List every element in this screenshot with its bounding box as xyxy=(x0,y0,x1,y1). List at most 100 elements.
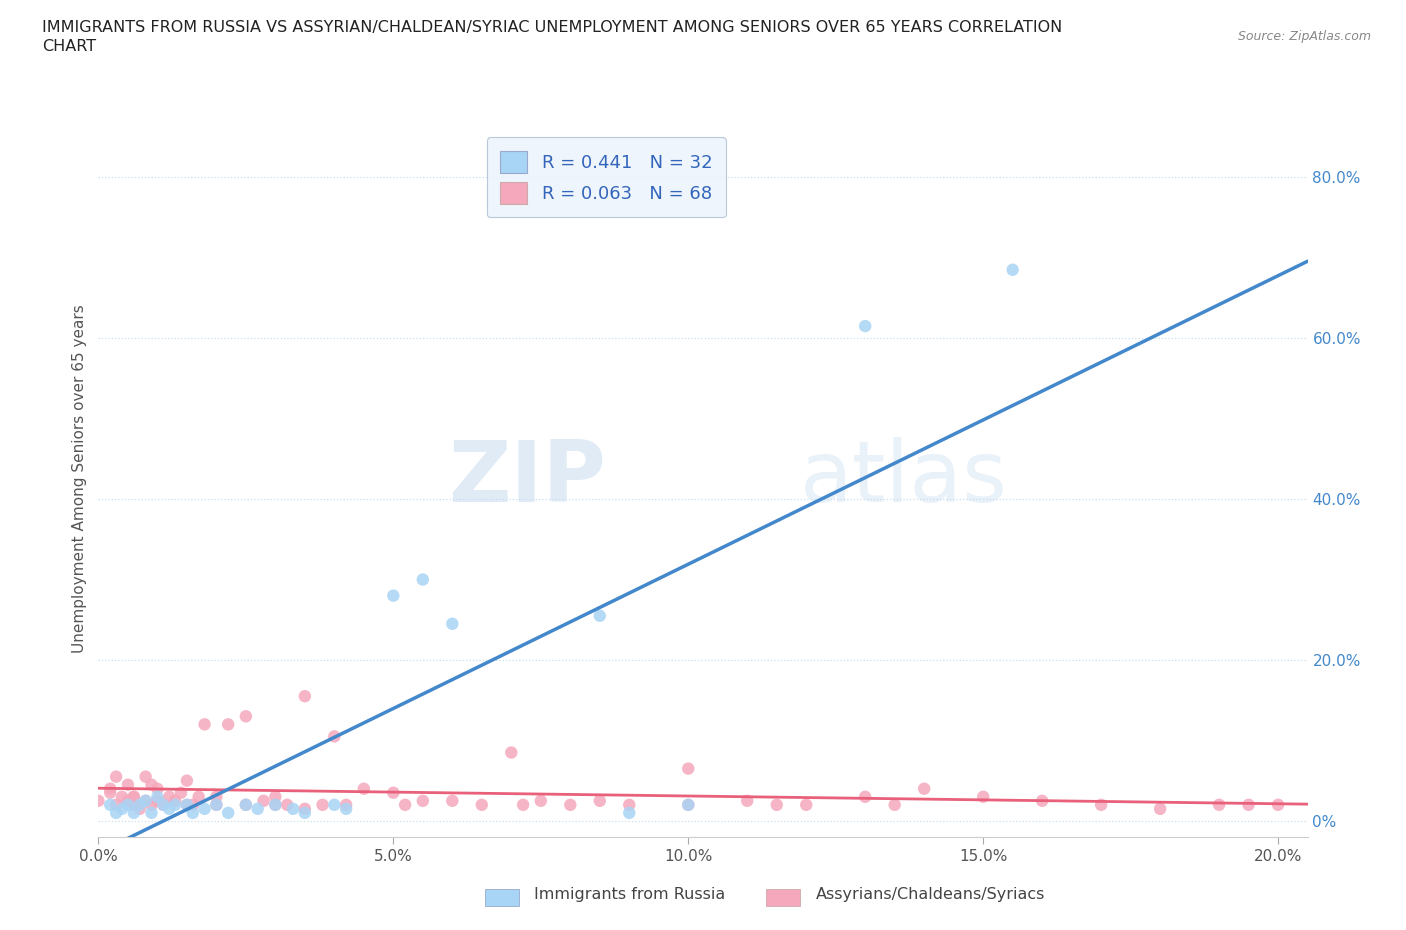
Point xyxy=(530,793,553,808)
Point xyxy=(794,797,817,812)
Point xyxy=(412,572,434,587)
Point xyxy=(141,805,163,820)
Point xyxy=(146,793,169,808)
Point xyxy=(181,797,204,812)
Point xyxy=(1090,797,1112,812)
Point xyxy=(735,793,758,808)
Point xyxy=(111,802,134,817)
Point xyxy=(176,797,198,812)
Point xyxy=(152,797,174,812)
Point xyxy=(264,797,287,812)
Point xyxy=(1149,802,1171,817)
Point xyxy=(165,797,187,812)
Point xyxy=(235,709,257,724)
Point xyxy=(98,785,121,800)
Point xyxy=(619,797,641,812)
Text: Assyrians/Chaldeans/Syriacs: Assyrians/Chaldeans/Syriacs xyxy=(815,887,1045,902)
Point xyxy=(335,802,357,817)
Point xyxy=(176,773,198,788)
Text: Immigrants from Russia: Immigrants from Russia xyxy=(534,887,725,902)
Point xyxy=(122,790,145,804)
Point xyxy=(589,793,612,808)
Point xyxy=(146,781,169,796)
Point xyxy=(382,785,405,800)
Point xyxy=(252,793,274,808)
Point xyxy=(135,793,157,808)
Point xyxy=(678,797,700,812)
Point xyxy=(323,797,346,812)
Point xyxy=(187,790,209,804)
Point xyxy=(281,802,304,817)
Point xyxy=(311,797,333,812)
Text: Source: ZipAtlas.com: Source: ZipAtlas.com xyxy=(1237,30,1371,43)
Point xyxy=(678,797,700,812)
Point xyxy=(122,805,145,820)
Point xyxy=(264,790,287,804)
Point xyxy=(157,790,180,804)
Point xyxy=(217,805,239,820)
Point xyxy=(176,797,198,812)
Point xyxy=(152,797,174,812)
Text: IMMIGRANTS FROM RUSSIA VS ASSYRIAN/CHALDEAN/SYRIAC UNEMPLOYMENT AMONG SENIORS OV: IMMIGRANTS FROM RUSSIA VS ASSYRIAN/CHALD… xyxy=(42,20,1063,35)
Legend: R = 0.441   N = 32, R = 0.063   N = 68: R = 0.441 N = 32, R = 0.063 N = 68 xyxy=(486,137,725,218)
Point xyxy=(105,769,128,784)
Point xyxy=(294,805,316,820)
Point xyxy=(1031,793,1053,808)
Point xyxy=(1267,797,1289,812)
Point xyxy=(382,588,405,603)
Point xyxy=(194,802,217,817)
Point xyxy=(853,790,876,804)
Point xyxy=(471,797,494,812)
Point xyxy=(122,790,145,804)
Point xyxy=(972,790,994,804)
Point xyxy=(117,777,139,792)
Point xyxy=(205,797,228,812)
Point xyxy=(217,717,239,732)
Text: atlas: atlas xyxy=(800,437,1008,521)
Point xyxy=(678,761,700,776)
Point xyxy=(323,729,346,744)
Point xyxy=(394,797,416,812)
Point xyxy=(141,797,163,812)
Point xyxy=(122,797,145,812)
Point xyxy=(87,793,110,808)
Point xyxy=(235,797,257,812)
Point xyxy=(1208,797,1230,812)
Point xyxy=(194,717,217,732)
Point xyxy=(111,790,134,804)
Point xyxy=(117,793,139,808)
Point xyxy=(912,781,935,796)
Point xyxy=(353,781,375,796)
Point xyxy=(246,802,269,817)
Y-axis label: Unemployment Among Seniors over 65 years: Unemployment Among Seniors over 65 years xyxy=(72,305,87,653)
Point xyxy=(883,797,905,812)
Point xyxy=(276,797,298,812)
Point xyxy=(128,797,150,812)
Point xyxy=(1001,262,1024,277)
Point xyxy=(512,797,534,812)
Point xyxy=(128,802,150,817)
Point xyxy=(181,805,204,820)
Point xyxy=(335,797,357,812)
Point xyxy=(117,797,139,812)
Point xyxy=(1237,797,1260,812)
Point xyxy=(235,797,257,812)
Text: CHART: CHART xyxy=(42,39,96,54)
Point xyxy=(264,797,287,812)
Point xyxy=(412,793,434,808)
Point xyxy=(157,802,180,817)
Point xyxy=(98,781,121,796)
Point xyxy=(146,790,169,804)
Point xyxy=(294,689,316,704)
Text: ZIP: ZIP xyxy=(449,437,606,521)
Point xyxy=(294,802,316,817)
Point xyxy=(589,608,612,623)
Point xyxy=(165,793,187,808)
Point xyxy=(619,805,641,820)
Point xyxy=(105,797,128,812)
Point xyxy=(501,745,523,760)
Point xyxy=(441,793,464,808)
Point xyxy=(853,319,876,334)
Point xyxy=(105,805,128,820)
Point xyxy=(170,785,193,800)
